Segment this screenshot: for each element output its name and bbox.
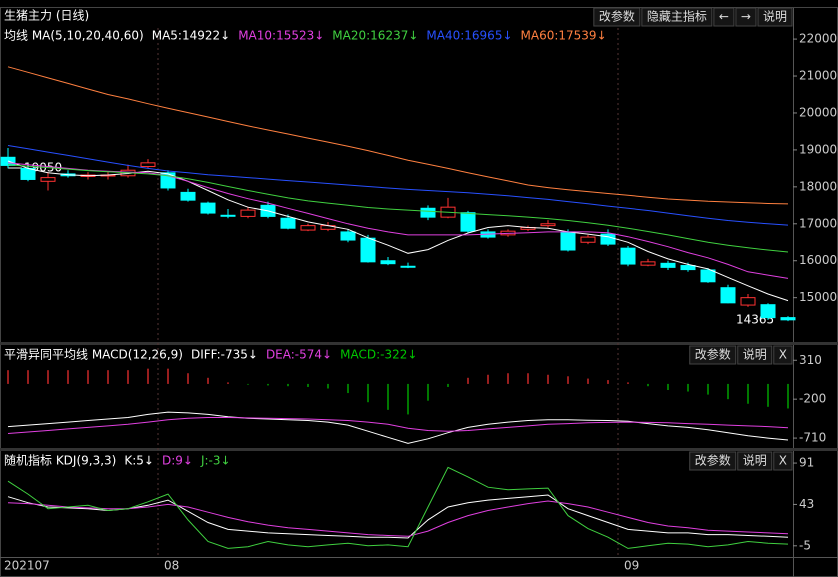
y-tick-label: 18000 bbox=[799, 179, 837, 193]
toolbar-button[interactable] bbox=[773, 451, 793, 471]
candle-body bbox=[220, 214, 236, 217]
toolbar-button-label[interactable]: 说明 bbox=[743, 347, 767, 362]
indicator-line bbox=[7, 411, 789, 444]
toolbar-button-label[interactable]: X bbox=[779, 454, 787, 468]
candle-body bbox=[580, 236, 596, 243]
legend-entry: D:9↓ bbox=[162, 454, 193, 468]
candle-body bbox=[200, 202, 216, 214]
ma-line bbox=[7, 145, 789, 226]
candle-body bbox=[20, 167, 36, 180]
toolbar-button[interactable] bbox=[641, 7, 713, 27]
toolbar-button[interactable] bbox=[773, 345, 793, 365]
candle-body bbox=[460, 212, 476, 232]
candle-body bbox=[240, 209, 256, 217]
toolbar-button-label[interactable]: 说明 bbox=[763, 9, 787, 24]
legend-entry: MA60:17539↓ bbox=[521, 29, 607, 43]
indicator-line bbox=[7, 466, 789, 549]
legend-entry: MACD:-322↓ bbox=[340, 348, 417, 362]
toolbar-button[interactable] bbox=[689, 345, 737, 365]
x-tick-label: 09 bbox=[624, 559, 639, 573]
candle-body bbox=[40, 177, 56, 182]
toolbar-button-label[interactable]: 说明 bbox=[743, 453, 767, 468]
candle-body bbox=[620, 247, 636, 265]
candle-body bbox=[680, 265, 696, 271]
candle-body bbox=[780, 317, 796, 321]
indicator-line bbox=[7, 494, 789, 539]
candle-body bbox=[540, 223, 556, 227]
candle-body bbox=[640, 261, 656, 266]
panel-title: 均线 MA(5,10,20,40,60) bbox=[4, 29, 144, 43]
candle-body bbox=[700, 269, 716, 283]
legend-entry: MA10:15523↓ bbox=[238, 29, 324, 43]
candle-body bbox=[300, 225, 316, 231]
x-tick-label: 202107 bbox=[4, 559, 50, 573]
candle-body bbox=[740, 297, 756, 306]
legend-entry: DIFF:-735↓ bbox=[191, 348, 258, 362]
legend-entry: MA40:16965↓ bbox=[426, 29, 512, 43]
toolbar-button[interactable] bbox=[757, 7, 793, 27]
y-tick-label: -5 bbox=[799, 538, 811, 552]
toolbar-button[interactable] bbox=[735, 7, 757, 27]
candle-body bbox=[400, 265, 416, 268]
panel-divider bbox=[0, 448, 838, 451]
panel-title: 随机指标 KDJ(9,3,3) bbox=[4, 453, 116, 468]
candle-body bbox=[360, 237, 376, 263]
toolbar-button[interactable] bbox=[713, 7, 735, 27]
indicator-line bbox=[7, 500, 789, 537]
y-tick-label: 19000 bbox=[799, 142, 837, 156]
indicator-line bbox=[7, 417, 789, 434]
candle-body bbox=[720, 287, 736, 304]
ma-line bbox=[7, 66, 789, 205]
candle-body bbox=[380, 260, 396, 265]
legend-entry: K:5↓ bbox=[124, 454, 154, 468]
ma-line bbox=[7, 160, 789, 302]
panel-divider bbox=[0, 342, 838, 345]
y-tick-label: -710 bbox=[799, 431, 826, 445]
ma-line bbox=[7, 164, 789, 253]
y-tick-label: 22000 bbox=[799, 32, 837, 46]
candle-body bbox=[560, 231, 576, 251]
candle-body bbox=[140, 162, 156, 168]
legend-entry: MA5:14922↓ bbox=[152, 29, 230, 43]
y-tick-label: 15000 bbox=[799, 290, 837, 304]
y-tick-label: 21000 bbox=[799, 69, 837, 83]
legend-entry: MA20:16237↓ bbox=[332, 29, 418, 43]
toolbar-button-label[interactable]: 改参数 bbox=[599, 9, 635, 24]
toolbar-button-label[interactable]: 改参数 bbox=[695, 453, 731, 468]
legend-entry: J:-3↓ bbox=[200, 454, 231, 468]
y-tick-label: 20000 bbox=[799, 105, 837, 119]
toolbar-button-label[interactable]: → bbox=[741, 10, 751, 24]
y-tick-label: 17000 bbox=[799, 216, 837, 230]
candle-body bbox=[760, 304, 776, 319]
toolbar-button-label[interactable]: 隐藏主指标 bbox=[647, 9, 707, 24]
toolbar-button-label[interactable]: 改参数 bbox=[695, 347, 731, 362]
ma-line bbox=[7, 162, 789, 279]
panel-title: 平滑异同平均线 MACD(12,26,9) bbox=[4, 348, 183, 362]
y-tick-label: 43 bbox=[799, 497, 814, 511]
legend-entry: DEA:-574↓ bbox=[266, 348, 332, 362]
toolbar-button[interactable] bbox=[689, 451, 737, 471]
toolbar-button-label[interactable]: ← bbox=[719, 10, 729, 24]
candle-body bbox=[280, 217, 296, 229]
toolbar-button[interactable] bbox=[737, 451, 773, 471]
candle-body bbox=[420, 207, 436, 218]
toolbar-button[interactable] bbox=[737, 345, 773, 365]
header-title: 生猪主力 (日线) bbox=[4, 9, 89, 23]
y-tick-label: 310 bbox=[799, 353, 822, 367]
candle-body bbox=[340, 231, 356, 241]
x-tick-label: 08 bbox=[164, 559, 179, 573]
y-tick-label: 16000 bbox=[799, 253, 837, 267]
y-tick-label: 91 bbox=[799, 456, 814, 470]
candle-body bbox=[660, 262, 676, 268]
toolbar-button-label[interactable]: X bbox=[779, 348, 787, 362]
toolbar-button[interactable] bbox=[593, 7, 641, 27]
candle-body bbox=[180, 191, 196, 201]
frame bbox=[0, 7, 838, 577]
y-tick-label: -200 bbox=[799, 392, 826, 406]
